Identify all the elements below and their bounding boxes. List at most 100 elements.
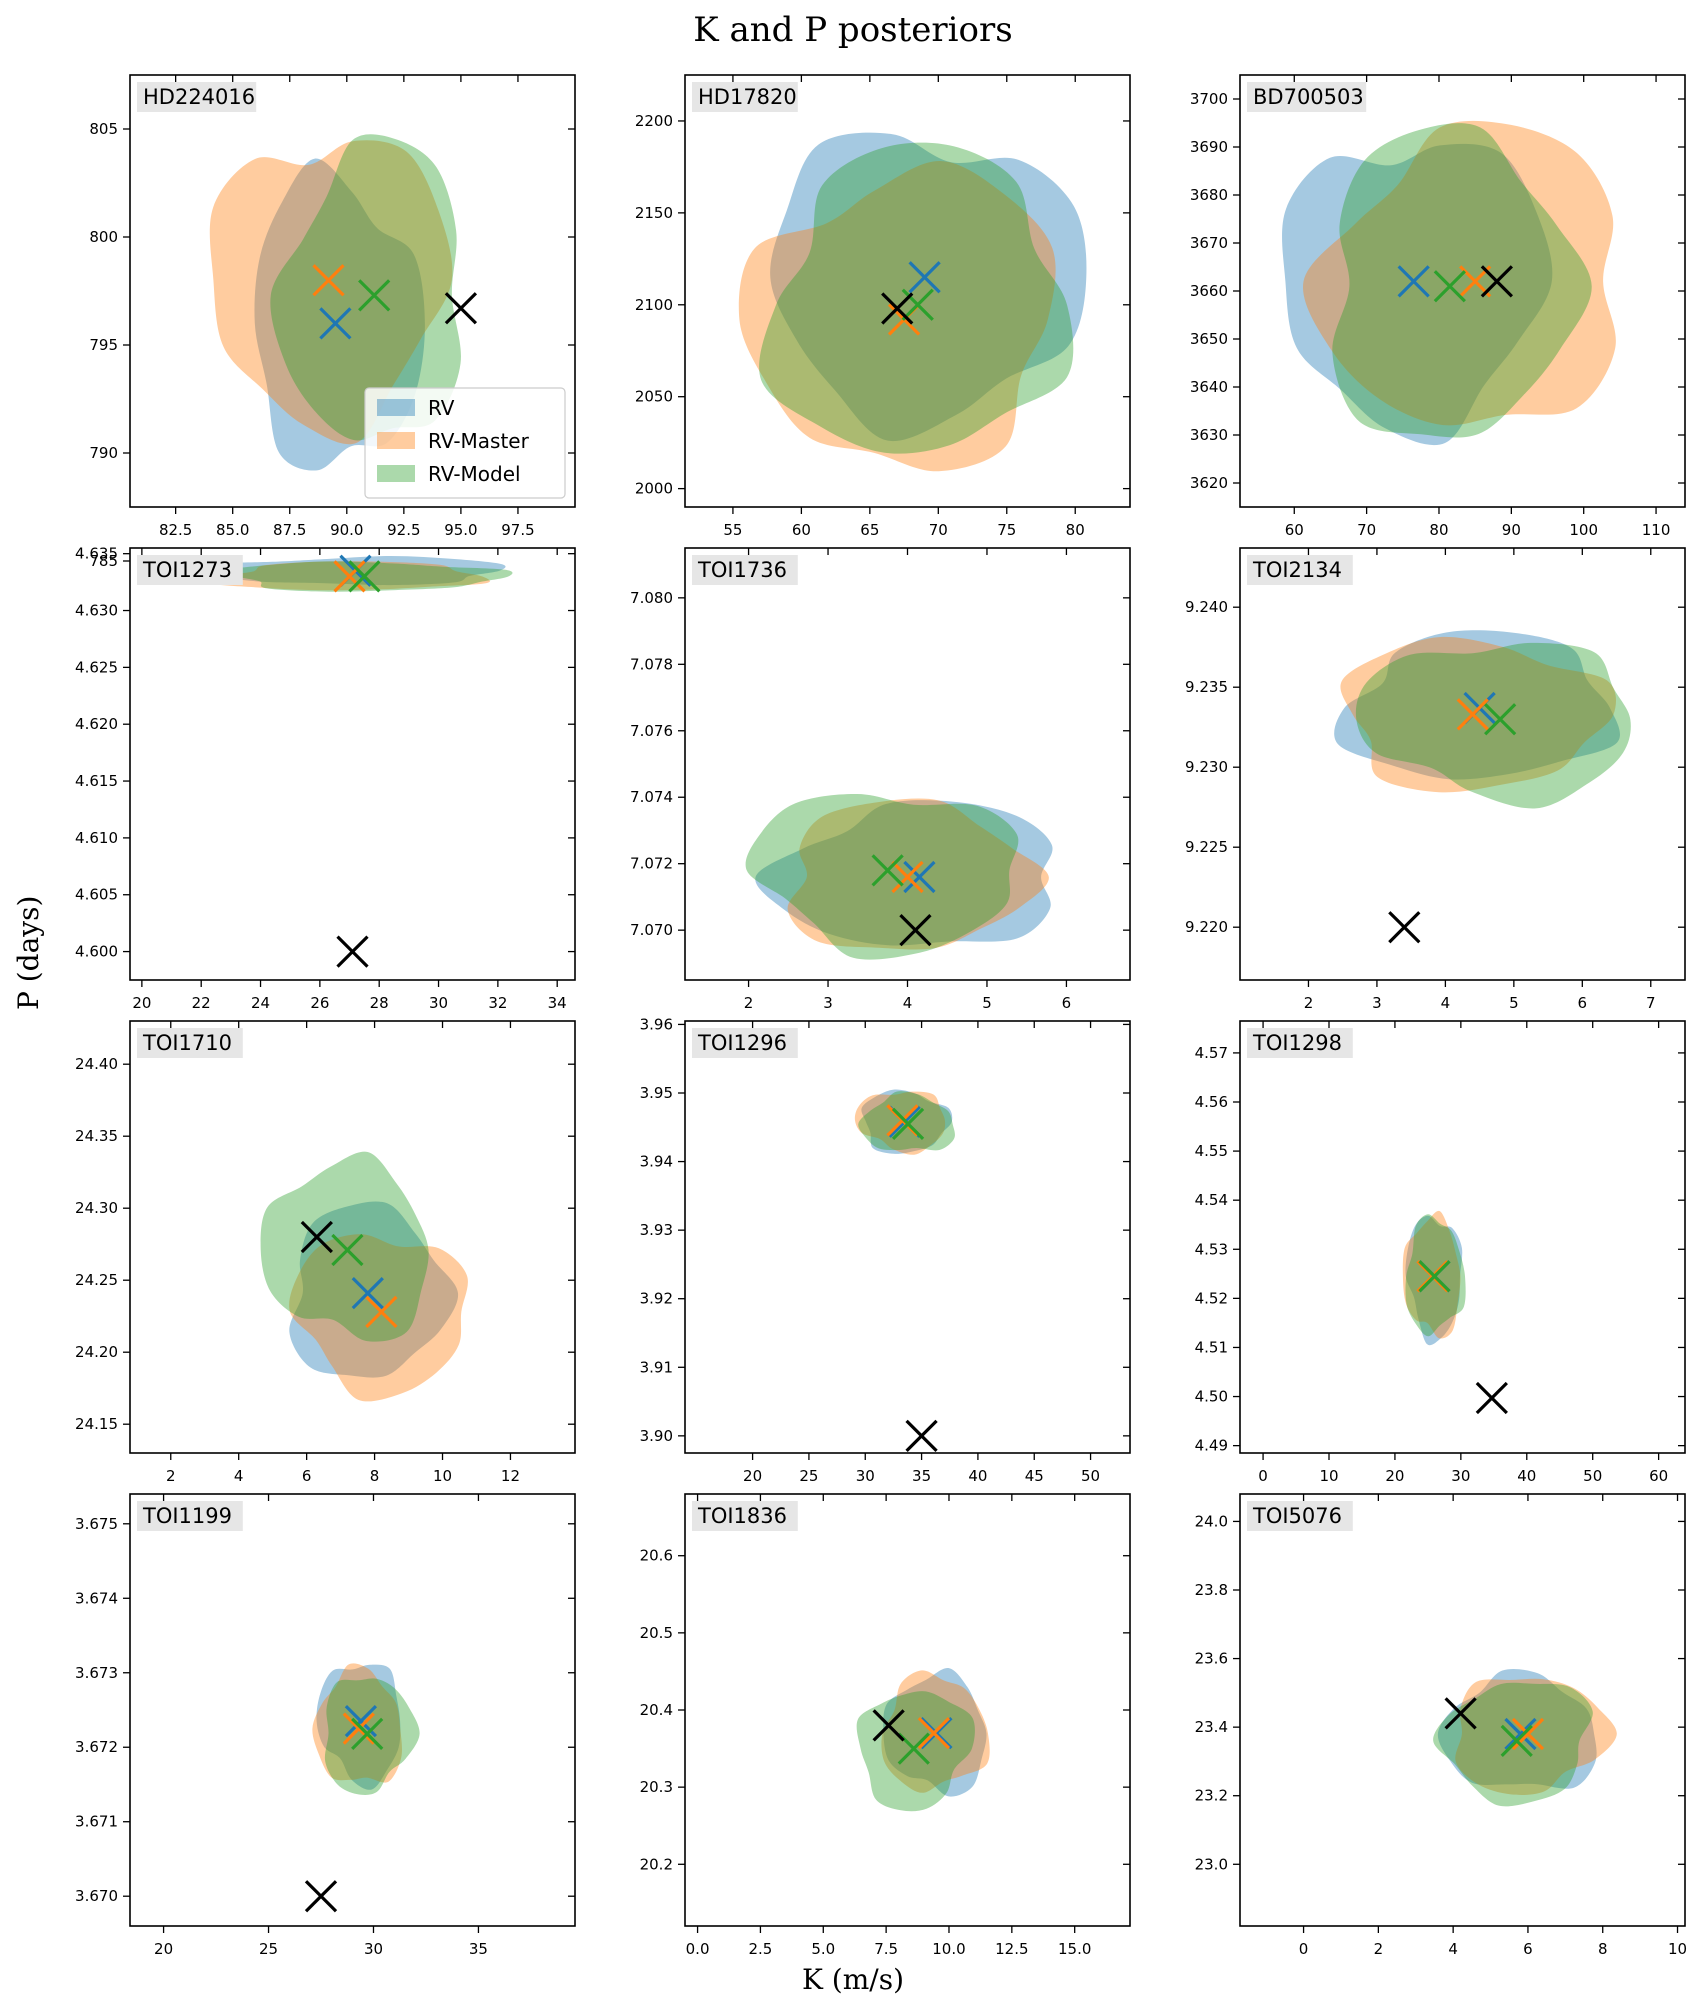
x-tick-label: 55 — [723, 521, 742, 539]
x-tick-label: 28 — [370, 994, 389, 1012]
y-tick-label: 3.94 — [640, 1153, 673, 1171]
x-tick-label: 80 — [1066, 521, 1085, 539]
y-tick-label: 24.15 — [75, 1415, 118, 1433]
median-marker-rv-model-stroke-b — [1433, 270, 1466, 303]
x-tick-label: 5 — [982, 994, 992, 1012]
median-marker-rv-model — [891, 1107, 925, 1140]
panel-background — [1240, 548, 1685, 980]
legend-label-rv-master: RV-Master — [428, 429, 530, 453]
x-tick-label: 2 — [1304, 994, 1314, 1012]
panel-frame — [1239, 547, 1686, 981]
panel-name-box — [1247, 1501, 1353, 1531]
median-marker-rv-model-stroke-b — [348, 560, 381, 593]
x-tick-label: 60 — [1649, 1467, 1668, 1485]
x-tick-label: 4 — [1448, 1940, 1458, 1958]
y-tick-label: 3690 — [1190, 138, 1228, 156]
panel-name: TOI1736 — [697, 558, 787, 582]
truth-marker — [905, 1419, 938, 1452]
y-tick-label: 3.674 — [75, 1589, 118, 1607]
y-tick-label: 9.235 — [1185, 678, 1228, 696]
median-marker-rv — [351, 1277, 384, 1310]
panel-name-box — [692, 82, 798, 112]
truth-marker — [336, 935, 369, 968]
y-tick-label: 3640 — [1190, 378, 1228, 396]
posterior-region-rv-master — [1340, 636, 1617, 793]
panel-hd17820: 55 60 65 70 75 80 2000 2050 2100 2150 2200 HD17820 — [635, 74, 1131, 539]
x-tick-label: 35 — [469, 1940, 488, 1958]
y-tick-label: 3.91 — [640, 1358, 673, 1376]
x-tick-label: 20 — [132, 994, 151, 1012]
y-tick-label: 2150 — [635, 204, 673, 222]
plot-area — [304, 1663, 420, 1913]
panel-background — [1240, 75, 1685, 507]
plot-area — [1282, 120, 1616, 446]
x-tick-label: 4 — [234, 1467, 244, 1485]
median-marker-rv-model — [871, 854, 904, 887]
y-tick-label: 4.610 — [75, 829, 118, 847]
y-tick-label: 4.55 — [1195, 1142, 1228, 1160]
y-tick-label: 3.673 — [75, 1664, 118, 1682]
y-tick-label: 790 — [89, 444, 118, 462]
x-tick-label: 20 — [743, 1467, 762, 1485]
x-tick-label: 2.5 — [748, 1940, 772, 1958]
plot-area — [193, 554, 513, 968]
legend-label-rv: RV — [428, 396, 455, 420]
panel-toi5076: 0 2 4 6 8 10 23.0 23.2 23.4 23.6 23.8 24.0 TOI5076 — [1195, 1493, 1687, 1958]
x-tick-label: 87.5 — [273, 521, 306, 539]
x-tick-label: 15.0 — [1058, 1940, 1091, 1958]
x-tick-label: 90 — [1502, 521, 1521, 539]
median-marker-rv-stroke-b — [903, 860, 936, 894]
panel-name: TOI1710 — [142, 1031, 232, 1055]
y-tick-label: 2200 — [635, 112, 673, 130]
median-marker-rv-master — [891, 860, 924, 894]
y-tick-label: 4.56 — [1195, 1093, 1228, 1111]
legend-swatch-rv-model — [377, 465, 415, 482]
y-tick-label: 3.671 — [75, 1813, 118, 1831]
x-tick-label: 10 — [433, 1467, 452, 1485]
y-tick-label: 800 — [89, 228, 118, 246]
x-tick-label: 25 — [799, 1467, 818, 1485]
posterior-region-rv — [1282, 143, 1553, 446]
posterior-region-rv — [1405, 1215, 1463, 1346]
median-marker-rv-stroke-b — [344, 1705, 378, 1738]
x-tick-label: 7.5 — [874, 1940, 898, 1958]
panel-background — [130, 1494, 575, 1926]
y-tick-label: 4.51 — [1195, 1338, 1228, 1356]
y-tick-label: 4.600 — [75, 943, 118, 961]
y-tick-label: 3620 — [1190, 474, 1228, 492]
x-tick-label: 5.0 — [811, 1940, 835, 1958]
x-tick-label: 30 — [1451, 1467, 1470, 1485]
x-tick-label: 24 — [251, 994, 270, 1012]
panel-name: TOI1298 — [1252, 1031, 1342, 1055]
y-tick-label: 4.50 — [1195, 1388, 1228, 1406]
y-tick-label: 795 — [89, 336, 118, 354]
plot-area — [1433, 1668, 1617, 1807]
panel-frame — [1239, 1493, 1686, 1927]
y-tick-label: 7.080 — [630, 589, 673, 607]
y-tick-label: 20.2 — [640, 1855, 673, 1873]
x-tick-label: 50 — [1583, 1467, 1602, 1485]
plot-area — [854, 1089, 955, 1452]
truth-marker-stroke-b — [872, 1709, 905, 1742]
y-tick-label: 4.54 — [1195, 1191, 1228, 1209]
panel-toi1710: 2 4 6 8 10 12 24.15 24.20 24.25 24.30 24.35 24.40 TO… — [75, 1020, 576, 1485]
y-tick-label: 2100 — [635, 296, 673, 314]
median-marker-rv-stroke-b — [920, 1717, 953, 1750]
x-tick-label: 5 — [1509, 994, 1519, 1012]
plot-area — [738, 132, 1087, 472]
y-tick-label: 3.92 — [640, 1290, 673, 1308]
y-tick-label: 3.95 — [640, 1084, 673, 1102]
truth-marker-stroke-b — [1388, 911, 1421, 944]
median-marker-rv-model — [351, 1717, 384, 1750]
y-tick-label: 3650 — [1190, 330, 1228, 348]
y-tick-label: 24.35 — [75, 1127, 118, 1145]
x-tick-label: 80 — [1429, 521, 1448, 539]
panel-bd700503: 60 70 80 90 100 110 3620 3630 3640 3650 3660 3670 36… — [1190, 74, 1686, 539]
panel-name: BD700503 — [1253, 85, 1364, 109]
median-marker-rv-master-stroke-b — [342, 1712, 375, 1745]
median-marker-rv-stroke-b — [1397, 265, 1430, 298]
panel-name: TOI1836 — [697, 1504, 787, 1528]
y-tick-label: 7.074 — [630, 788, 673, 806]
legend-box — [364, 387, 566, 499]
y-tick-label: 3.670 — [75, 1887, 118, 1905]
